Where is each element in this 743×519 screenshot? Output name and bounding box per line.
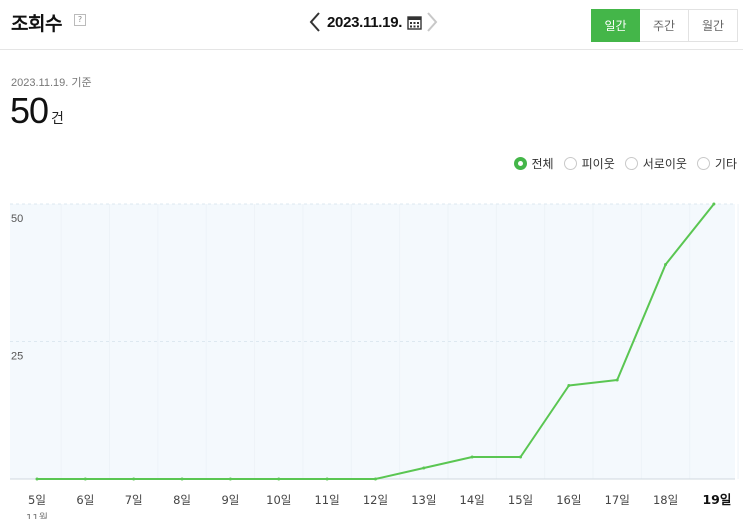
data-point — [664, 263, 668, 266]
x-tick-label: 18일 — [653, 493, 678, 507]
x-tick-label: 9일 — [221, 493, 239, 507]
x-tick-label: 15일 — [508, 493, 533, 507]
filter-label: 서로이웃 — [642, 157, 687, 171]
x-tick-label: 5일 — [28, 493, 46, 507]
views-line-chart: 25 50 5일 6일 7일 8일 9일 10일 11일 12일 13일 14일 15일 16일 17일 18… — [10, 202, 739, 519]
x-month-label: 11월 — [26, 512, 48, 519]
view-count-number: 50 — [10, 90, 49, 131]
calendar-icon — [406, 15, 422, 30]
filter-mutual-neighbor[interactable]: 서로이웃 — [624, 155, 687, 172]
radio-icon — [513, 157, 527, 170]
data-point — [712, 202, 716, 206]
data-point — [615, 378, 619, 382]
x-tick-label: 13일 — [411, 493, 436, 507]
view-count: 50 건 — [10, 90, 64, 132]
tab-weekly[interactable]: 주간 — [640, 9, 689, 42]
radio-icon — [624, 157, 638, 170]
x-tick-label: 19일 — [702, 492, 731, 507]
x-tick-label: 6일 — [76, 493, 94, 507]
data-point — [519, 455, 522, 459]
filter-label: 전체 — [531, 157, 554, 171]
header: 조회수 ? 2023.11.19. 일간 주간 월간 — [0, 0, 743, 50]
filter-label: 피이웃 — [581, 157, 615, 171]
y-tick-label: 25 — [11, 351, 23, 363]
audience-filter: 전체 피이웃 서로이웃 기타 — [504, 155, 737, 172]
page-title: 조회수 — [11, 13, 62, 35]
prev-date-button[interactable] — [306, 10, 324, 34]
tab-monthly[interactable]: 월간 — [689, 9, 738, 42]
period-tabs: 일간 주간 월간 — [591, 9, 738, 42]
filter-neighbor[interactable]: 피이웃 — [563, 155, 615, 172]
data-point — [470, 455, 474, 459]
data-point — [325, 477, 329, 481]
chevron-left-icon — [309, 12, 320, 32]
filter-label: 기타 — [714, 157, 737, 171]
data-point — [228, 477, 232, 481]
date-navigator: 2023.11.19. — [306, 10, 441, 34]
current-date: 2023.11.19. — [327, 13, 403, 31]
data-point — [422, 466, 426, 470]
x-tick-label: 8일 — [173, 493, 191, 507]
x-tick-label: 11일 — [314, 493, 339, 507]
next-date-button[interactable] — [423, 10, 441, 34]
filter-other[interactable]: 기타 — [696, 155, 737, 172]
data-point — [180, 477, 184, 481]
filter-all[interactable]: 전체 — [513, 155, 554, 172]
y-tick-label: 50 — [11, 213, 23, 225]
x-tick-label: 12일 — [363, 493, 388, 507]
x-tick-label: 17일 — [605, 493, 630, 507]
view-count-unit: 건 — [51, 111, 64, 127]
radio-icon — [563, 157, 577, 170]
data-point — [83, 477, 87, 481]
data-point — [373, 477, 377, 481]
help-icon[interactable]: ? — [74, 14, 86, 26]
calendar-button[interactable] — [405, 10, 423, 34]
base-date: 2023.11.19. 기준 — [11, 77, 92, 89]
radio-icon — [696, 157, 710, 170]
x-tick-label: 16일 — [556, 493, 581, 507]
x-tick-label: 7일 — [125, 493, 143, 507]
chevron-right-icon — [427, 12, 438, 32]
data-point — [35, 477, 39, 481]
data-point — [567, 384, 571, 387]
data-point — [132, 477, 136, 481]
data-point — [277, 477, 281, 481]
x-tick-label: 14일 — [460, 493, 485, 507]
tab-daily[interactable]: 일간 — [591, 9, 640, 42]
x-tick-label: 10일 — [266, 493, 291, 507]
